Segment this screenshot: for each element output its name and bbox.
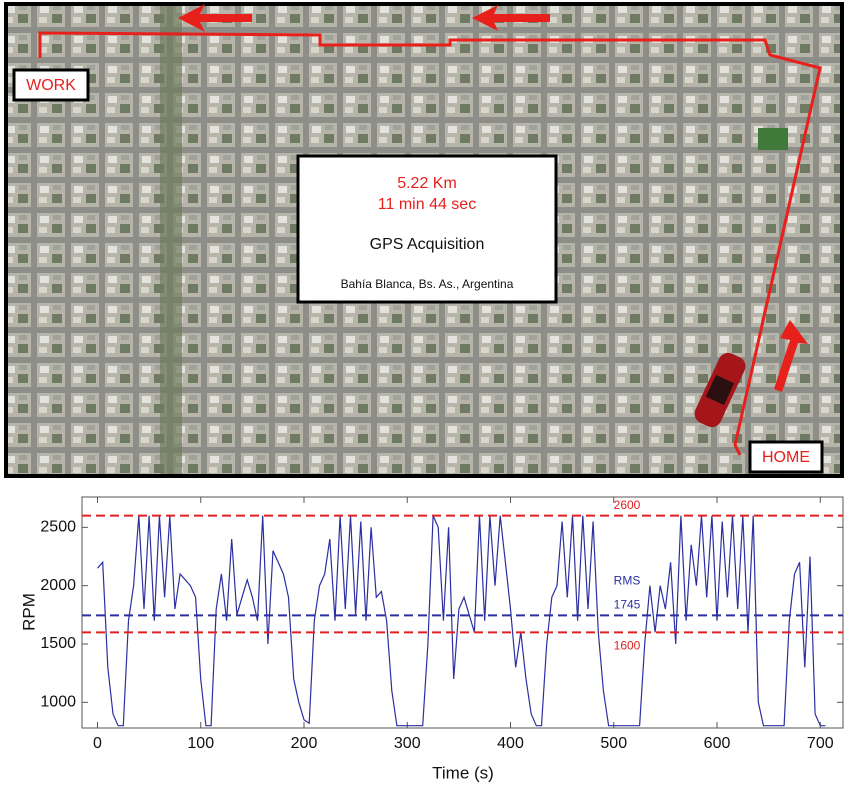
reference-name: RMS (614, 574, 641, 588)
x-tick-label: 700 (807, 735, 834, 752)
rpm-line (97, 515, 826, 727)
info-title: GPS Acquisition (370, 236, 485, 253)
reference-label: 2600 (614, 498, 641, 512)
y-tick-label: 2500 (40, 519, 76, 536)
reference-label: 1600 (614, 639, 641, 653)
car (694, 352, 746, 428)
x-tick-label: 100 (187, 735, 214, 752)
work-label: WORK (26, 77, 76, 94)
rpm-chart: Time (s) RPM 0 100 200 300 400 500 600 700 1000 1… (19, 496, 844, 782)
x-tick-label: 300 (394, 735, 421, 752)
distance: 5.22 Km (397, 175, 457, 192)
map: WORK HOME 5.22 Km 11 min 44 sec GPS Acqu… (4, 2, 844, 478)
y-tick-label: 1000 (40, 694, 76, 711)
x-tick-label: 400 (497, 735, 524, 752)
x-tick-label: 600 (704, 735, 731, 752)
x-tick-label: 500 (600, 735, 627, 752)
y-axis-title: RPM (19, 593, 38, 631)
reference-label: 1745 (614, 598, 641, 612)
duration: 11 min 44 sec (378, 196, 476, 213)
sports-field (758, 128, 788, 150)
direction-arrows (178, 4, 808, 392)
home-label: HOME (762, 449, 810, 466)
x-axis-title: Time (s) (432, 763, 494, 782)
y-tick-label: 2000 (40, 577, 76, 594)
plot-frame (81, 496, 844, 729)
work-box (12, 68, 90, 102)
info-box (296, 154, 558, 304)
x-tick-label: 200 (291, 735, 318, 752)
location: Bahía Blanca, Bs. As., Argentina (341, 277, 514, 291)
y-tick-label: 1500 (40, 635, 76, 652)
home-box (748, 440, 824, 474)
railway-strip (160, 6, 182, 474)
route (38, 31, 822, 456)
x-tick-label: 0 (93, 735, 102, 752)
